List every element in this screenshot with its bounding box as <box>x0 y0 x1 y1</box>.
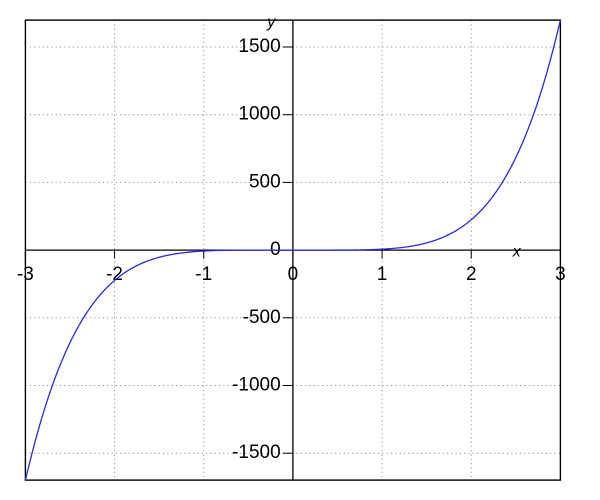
svg-text:2: 2 <box>466 264 477 285</box>
svg-text:-500: -500 <box>243 307 281 328</box>
svg-text:1500: 1500 <box>238 36 280 57</box>
svg-text:x: x <box>512 244 522 261</box>
svg-text:y: y <box>266 14 276 31</box>
svg-text:3: 3 <box>555 264 566 285</box>
svg-text:0: 0 <box>288 264 299 285</box>
svg-text:-2: -2 <box>106 264 123 285</box>
svg-text:500: 500 <box>249 171 281 192</box>
svg-text:-1: -1 <box>195 264 212 285</box>
svg-text:-3: -3 <box>17 264 34 285</box>
svg-text:-1000: -1000 <box>232 375 281 396</box>
svg-text:-1500: -1500 <box>232 442 281 463</box>
svg-text:1: 1 <box>377 264 388 285</box>
svg-text:1000: 1000 <box>238 104 280 125</box>
